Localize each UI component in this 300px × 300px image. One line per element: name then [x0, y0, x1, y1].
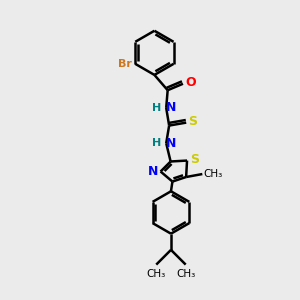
- Text: O: O: [185, 76, 196, 89]
- Text: S: S: [189, 115, 198, 128]
- Text: N: N: [148, 165, 158, 178]
- Text: S: S: [190, 153, 200, 166]
- Text: H: H: [152, 138, 161, 148]
- Text: N: N: [166, 137, 177, 150]
- Text: Br: Br: [118, 59, 132, 69]
- Text: N: N: [166, 101, 177, 114]
- Text: CH₃: CH₃: [147, 269, 166, 279]
- Text: CH₃: CH₃: [204, 169, 223, 179]
- Text: CH₃: CH₃: [176, 269, 195, 279]
- Text: H: H: [152, 103, 161, 113]
